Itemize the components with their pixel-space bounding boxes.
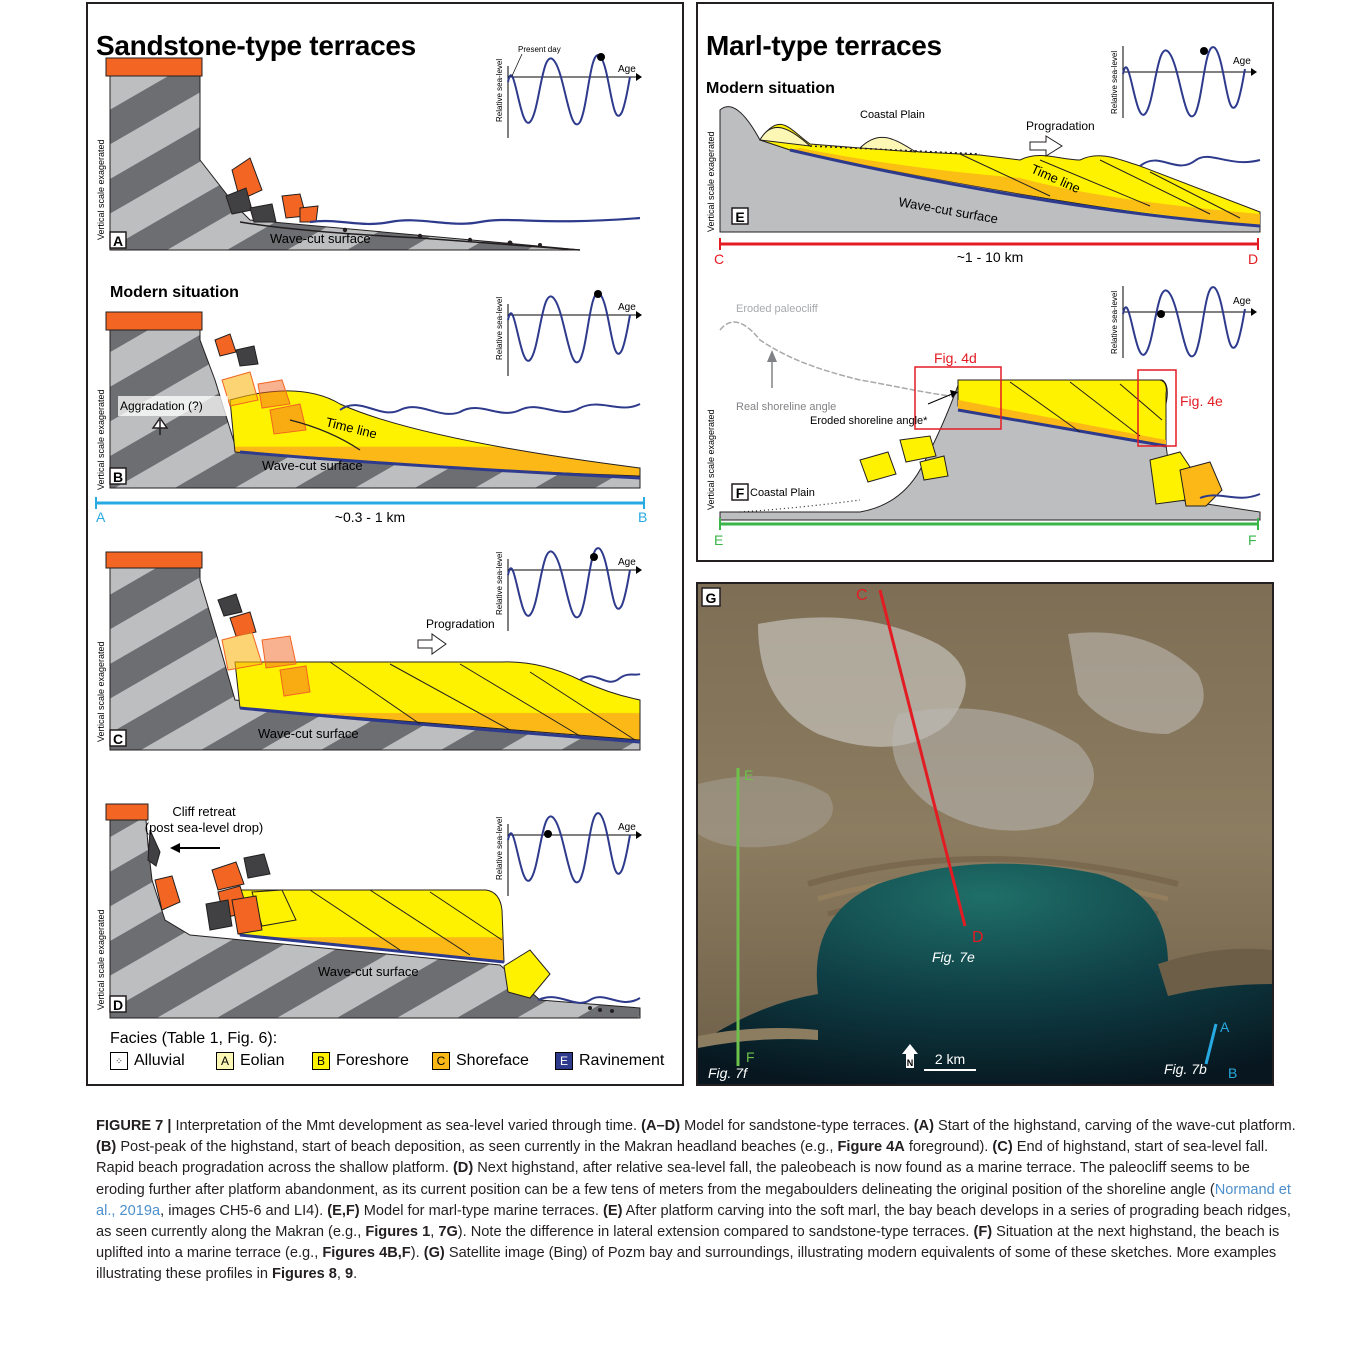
panel-c-letter: C bbox=[113, 731, 123, 747]
legend-item-eolian: A Eolian bbox=[216, 1052, 284, 1070]
fig-4e-label: Fig. 4e bbox=[1180, 393, 1223, 409]
svg-text:Age: Age bbox=[618, 302, 636, 313]
svg-text:Age: Age bbox=[618, 557, 636, 568]
map-fig-7e: Fig. 7e bbox=[932, 949, 975, 965]
legend-item-foreshore: B Foreshore bbox=[312, 1052, 409, 1070]
sea-curve-a: Age Present day Relative sea-level bbox=[495, 45, 642, 138]
progradation-label-c: Progradation bbox=[426, 617, 495, 631]
right-panel-drawing: Progradation Coastal Plain Time line Wav… bbox=[706, 46, 1261, 548]
section-cd-length: ~1 - 10 km bbox=[957, 249, 1024, 265]
svg-text:Vertical scale exagerated: Vertical scale exagerated bbox=[706, 131, 716, 232]
eroded-shoreline-angle-label: Eroded shoreline angle* bbox=[810, 415, 928, 427]
panel-d-letter: D bbox=[113, 997, 123, 1013]
panel-e: Progradation Coastal Plain Time line Wav… bbox=[706, 106, 1261, 267]
map-label-f: F bbox=[746, 1049, 755, 1065]
panel-e-subtitle: Modern situation bbox=[706, 80, 835, 97]
svg-text:Relative sea-level: Relative sea-level bbox=[495, 552, 504, 615]
cliff-retreat-label-2: (post sea-level drop) bbox=[145, 820, 264, 835]
panel-a-vscale: Vertical scale exagerated bbox=[96, 139, 106, 240]
section-e-start: E bbox=[714, 532, 723, 548]
svg-text:Relative sea-level: Relative sea-level bbox=[1110, 51, 1119, 114]
svg-text:Age: Age bbox=[618, 822, 636, 833]
map-fig-7b: Fig. 7b bbox=[1164, 1061, 1207, 1077]
panel-a: A Wave-cut surface Vertical scale exager… bbox=[96, 57, 641, 251]
coastal-plain-label-f: Coastal Plain bbox=[750, 487, 815, 499]
panel-a-letter: A bbox=[113, 233, 123, 249]
coastal-plain-label-e: Coastal Plain bbox=[860, 109, 925, 121]
section-line-ab bbox=[1204, 1023, 1218, 1065]
alluvial-swatch: ⁘ bbox=[110, 1052, 128, 1070]
section-b-end: B bbox=[638, 509, 647, 525]
aggradation-label: Aggradation (?) bbox=[120, 399, 203, 413]
sea-curve-b: Age Relative sea-level bbox=[495, 290, 642, 376]
figure-caption: FIGURE 7 | Interpretation of the Mmt dev… bbox=[96, 1118, 1296, 1283]
map-label-d: D bbox=[972, 929, 984, 946]
panel-b-surface-label: Wave-cut surface bbox=[262, 458, 363, 473]
svg-text:Relative sea-level: Relative sea-level bbox=[495, 817, 504, 880]
citation-link[interactable]: Normand et al., 2019a bbox=[96, 1181, 1291, 1219]
present-day-label: Present day bbox=[518, 45, 561, 54]
section-d-end: D bbox=[1248, 251, 1258, 267]
sea-curve-e: Age Relative sea-level bbox=[1110, 46, 1257, 118]
sea-curve-d: Age Relative sea-level bbox=[495, 812, 642, 896]
cliff-retreat-label-1: Cliff retreat bbox=[172, 804, 236, 819]
map-label-e: E bbox=[744, 767, 753, 783]
svg-text:Relative sea-level: Relative sea-level bbox=[1110, 291, 1119, 354]
north-arrow-icon bbox=[902, 1044, 918, 1068]
scale-label: 2 km bbox=[935, 1051, 965, 1067]
legend-title: Facies (Table 1, Fig. 6): bbox=[110, 1030, 278, 1047]
real-shoreline-angle-label: Real shoreline angle bbox=[736, 401, 836, 413]
svg-text:Vertical scale exagerated: Vertical scale exagerated bbox=[706, 409, 716, 510]
svg-text:Age: Age bbox=[1233, 296, 1251, 307]
map-label-a: A bbox=[1220, 1019, 1230, 1035]
panel-f-letter: F bbox=[736, 485, 745, 501]
panel-c-surface-label: Wave-cut surface bbox=[258, 726, 359, 741]
svg-text:Age: Age bbox=[1233, 56, 1251, 67]
section-c-start: C bbox=[714, 251, 724, 267]
right-panel-title: Marl-type terraces bbox=[706, 30, 942, 61]
panel-a-surface-label: Wave-cut surface bbox=[270, 231, 371, 246]
svg-text:Relative sea-level: Relative sea-level bbox=[495, 59, 504, 122]
panel-d: Cliff retreat (post sea-level drop) Wave… bbox=[96, 803, 641, 1019]
progradation-label-e: Progradation bbox=[1026, 119, 1095, 133]
panel-c: Progradation Wave-cut surface C Vertical… bbox=[96, 551, 641, 751]
svg-text:Vertical scale exagerated: Vertical scale exagerated bbox=[96, 641, 106, 742]
panel-f: Fig. 4d Fig. 4e Eroded paleocliff Real s… bbox=[706, 303, 1261, 548]
fig-4d-label: Fig. 4d bbox=[934, 350, 977, 366]
panel-b: Aggradation (?) Time line Wave-cut surfa… bbox=[95, 311, 647, 525]
map-svg: G C D Fig. 7e E F Fig. 7f A B Fig. 7b N … bbox=[698, 584, 1272, 1084]
panel-b-letter: B bbox=[113, 469, 123, 485]
legend-item-shoreface: C Shoreface bbox=[432, 1052, 529, 1070]
panel-b-subtitle: Modern situation bbox=[110, 284, 239, 301]
legend-item-ravinement: E Ravinement bbox=[555, 1052, 664, 1070]
section-f-end: F bbox=[1248, 532, 1257, 548]
left-panel-drawing: A Wave-cut surface Vertical scale exager… bbox=[95, 45, 647, 1019]
north-label: N bbox=[907, 1058, 914, 1068]
panel-e-letter: E bbox=[735, 209, 744, 225]
section-a-start: A bbox=[96, 509, 106, 525]
sea-curve-c: Age Relative sea-level bbox=[495, 547, 642, 631]
left-panel-title: Sandstone-type terraces bbox=[96, 30, 416, 61]
svg-text:Relative sea-level: Relative sea-level bbox=[495, 297, 504, 360]
panel-g-letter: G bbox=[706, 590, 717, 606]
map-fig-7f: Fig. 7f bbox=[708, 1065, 749, 1081]
svg-text:Age: Age bbox=[618, 64, 636, 75]
svg-text:Vertical scale exagerated: Vertical scale exagerated bbox=[96, 909, 106, 1010]
legend-item-alluvial: ⁘ Alluvial bbox=[110, 1052, 185, 1070]
svg-text:Vertical scale exagerated: Vertical scale exagerated bbox=[96, 389, 106, 490]
map-label-b: B bbox=[1228, 1065, 1237, 1081]
sea-curve-f: Age Relative sea-level bbox=[1110, 286, 1257, 358]
map-label-c: C bbox=[856, 587, 868, 604]
satellite-map: G C D Fig. 7e E F Fig. 7f A B Fig. 7b N … bbox=[696, 582, 1274, 1086]
panel-d-surface-label: Wave-cut surface bbox=[318, 964, 419, 979]
section-ab-length: ~0.3 - 1 km bbox=[335, 509, 405, 525]
eroded-paleocliff-label: Eroded paleocliff bbox=[736, 303, 819, 315]
section-line-cd bbox=[878, 589, 967, 927]
